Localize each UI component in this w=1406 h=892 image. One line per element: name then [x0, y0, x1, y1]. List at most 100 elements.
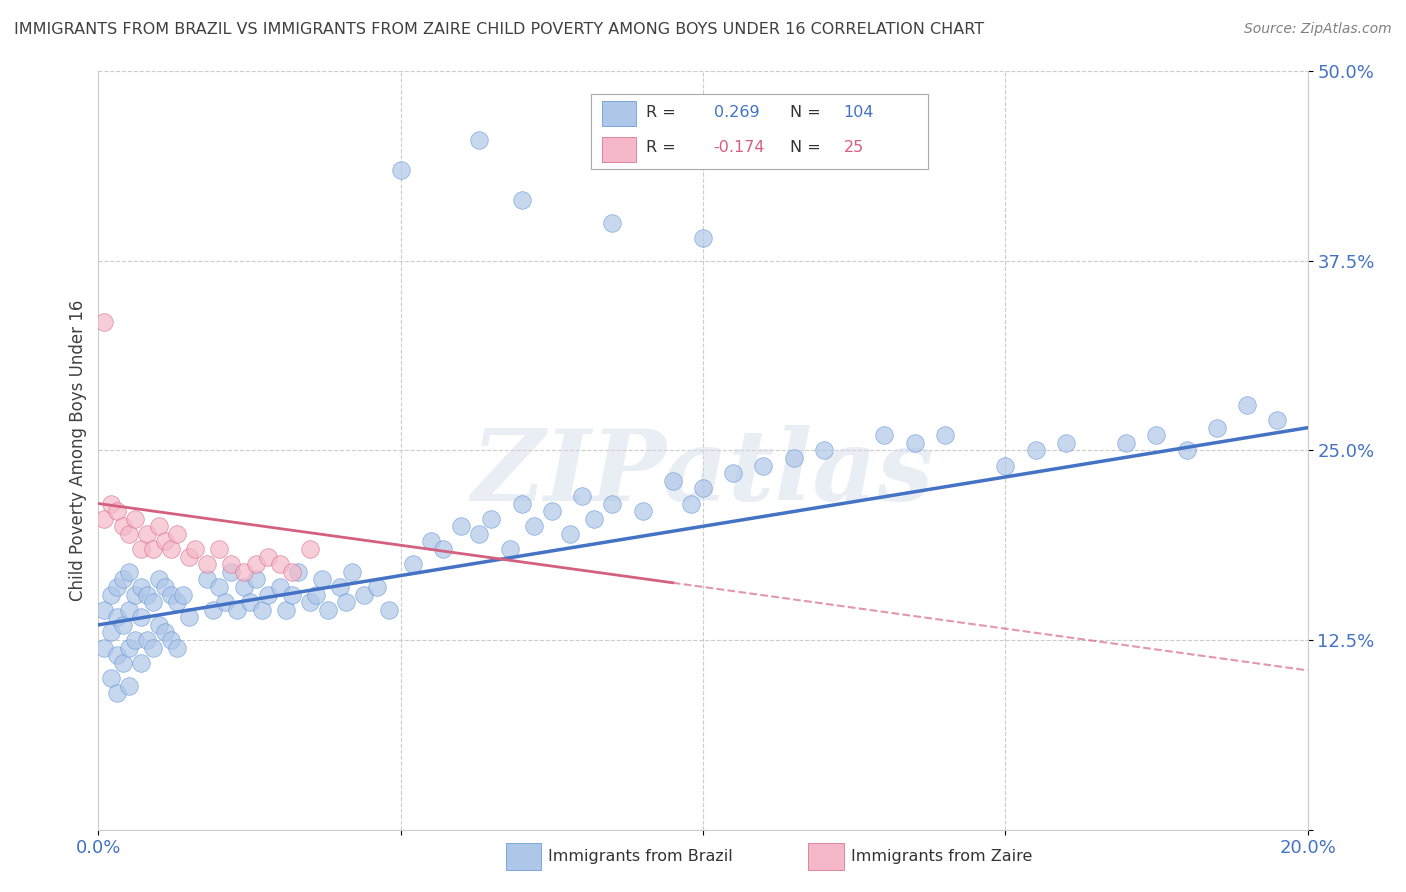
Point: [105, 648, 128, 662]
Point: [232, 580, 254, 594]
Point: [377, 603, 399, 617]
Point: [179, 610, 201, 624]
Point: [934, 428, 956, 442]
Point: [335, 595, 357, 609]
Point: [602, 496, 624, 510]
Point: [221, 565, 243, 579]
Point: [245, 573, 267, 587]
Point: [1175, 443, 1198, 458]
Point: [510, 194, 533, 208]
Point: [166, 640, 188, 655]
Point: [214, 595, 236, 609]
Point: [105, 580, 128, 594]
Point: [540, 504, 562, 518]
Point: [221, 557, 243, 572]
Point: [994, 458, 1017, 473]
Point: [124, 633, 146, 648]
Y-axis label: Child Poverty Among Boys Under 16: Child Poverty Among Boys Under 16: [69, 300, 87, 601]
Point: [281, 588, 304, 602]
Text: N =: N =: [790, 105, 825, 120]
Point: [226, 603, 249, 617]
Point: [329, 580, 352, 594]
Point: [661, 474, 683, 488]
Point: [195, 573, 218, 587]
Point: [118, 640, 141, 655]
Point: [153, 580, 176, 594]
Point: [105, 504, 128, 518]
Point: [153, 625, 176, 640]
Point: [166, 595, 188, 609]
Point: [305, 588, 328, 602]
Point: [129, 542, 152, 557]
Text: Source: ZipAtlas.com: Source: ZipAtlas.com: [1244, 22, 1392, 37]
Point: [239, 595, 262, 609]
Point: [468, 132, 491, 146]
Text: N =: N =: [790, 140, 825, 155]
Point: [172, 588, 194, 602]
Point: [1236, 398, 1258, 412]
Point: [153, 534, 176, 549]
Point: [160, 542, 183, 557]
Point: [602, 216, 624, 230]
Point: [523, 519, 546, 533]
Point: [389, 163, 412, 178]
Point: [420, 534, 443, 549]
Point: [179, 549, 201, 564]
Point: [118, 526, 141, 541]
Point: [316, 603, 339, 617]
Point: [232, 565, 254, 579]
Point: [783, 451, 806, 466]
Point: [100, 625, 122, 640]
Point: [631, 504, 654, 518]
Point: [1054, 436, 1077, 450]
Point: [692, 231, 714, 245]
Point: [184, 542, 207, 557]
Point: [558, 526, 581, 541]
Point: [342, 565, 364, 579]
Point: [118, 565, 141, 579]
Text: IMMIGRANTS FROM BRAZIL VS IMMIGRANTS FROM ZAIRE CHILD POVERTY AMONG BOYS UNDER 1: IMMIGRANTS FROM BRAZIL VS IMMIGRANTS FRO…: [14, 22, 984, 37]
Point: [148, 519, 170, 533]
Point: [93, 640, 115, 655]
Point: [256, 549, 278, 564]
Point: [142, 640, 165, 655]
FancyBboxPatch shape: [602, 136, 636, 161]
Text: 25: 25: [844, 140, 863, 155]
Point: [468, 526, 491, 541]
Point: [135, 526, 157, 541]
Text: 0.269: 0.269: [714, 105, 759, 120]
Point: [583, 512, 606, 526]
Point: [256, 588, 278, 602]
Point: [124, 512, 146, 526]
Point: [124, 588, 146, 602]
Point: [450, 519, 472, 533]
Point: [1115, 436, 1137, 450]
Text: ZIPatlas: ZIPatlas: [472, 425, 934, 522]
Point: [813, 443, 835, 458]
Point: [111, 656, 134, 670]
Point: [1024, 443, 1046, 458]
Point: [129, 656, 152, 670]
Point: [208, 542, 231, 557]
Point: [510, 496, 533, 510]
Point: [135, 633, 157, 648]
Point: [679, 496, 702, 510]
Point: [148, 573, 170, 587]
Point: [287, 565, 309, 579]
Point: [118, 603, 141, 617]
Point: [274, 603, 297, 617]
Point: [93, 512, 115, 526]
Point: [250, 603, 273, 617]
Point: [269, 557, 291, 572]
Point: [129, 580, 152, 594]
Point: [195, 557, 218, 572]
Point: [166, 526, 188, 541]
Point: [93, 603, 115, 617]
Point: [111, 617, 134, 632]
Point: [269, 580, 291, 594]
Point: [299, 542, 322, 557]
Text: R =: R =: [647, 140, 681, 155]
Point: [100, 496, 122, 510]
Point: [93, 314, 115, 328]
Text: 104: 104: [844, 105, 875, 120]
